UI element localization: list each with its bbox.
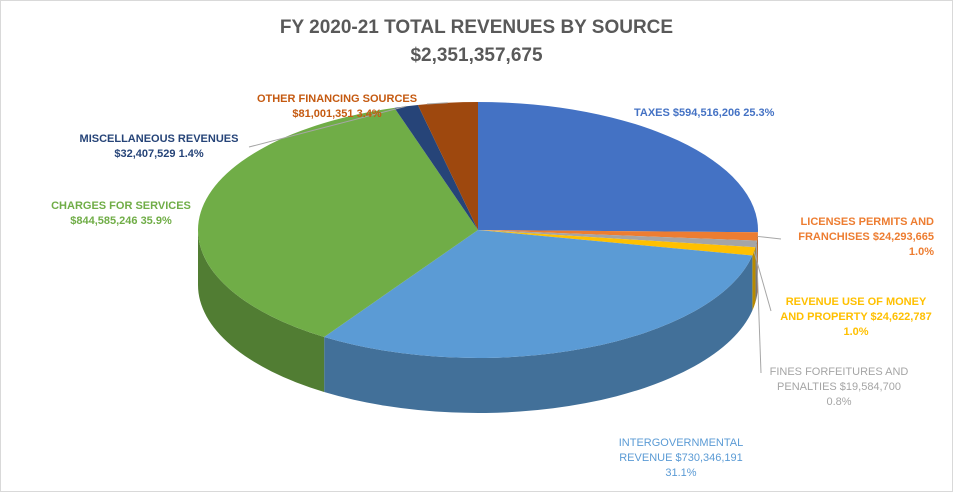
pie-slice-licenses-permits-and-franchises	[478, 230, 758, 241]
label-other-financing: OTHER FINANCING SOURCES $81,001,351 3.4%	[256, 93, 418, 120]
pie-slice-charges-for-services	[197, 107, 479, 337]
leader-line-revenue-use-of-money-and-property	[753, 251, 772, 312]
label-licenses-permits: LICENSES PERMITS AND FRANCHISES $24,293,…	[798, 216, 934, 258]
label-revenue-use-money: REVENUE USE OF MONEY AND PROPERTY $24,62…	[780, 296, 932, 338]
pie-side-revenue-use-of-money-and-property	[752, 247, 756, 311]
pie-slice-taxes	[478, 102, 759, 233]
pie-side-charges-for-services	[198, 230, 325, 392]
label-intergovernmental: INTERGOVERNMENTAL REVENUE $730,346,191 3…	[618, 437, 744, 479]
label-charges-for-services: CHARGES FOR SERVICES $844,585,246 35.9%	[51, 200, 191, 227]
chart-subtitle: $2,351,357,675	[410, 45, 543, 66]
pie-side-intergovernmental-revenue	[324, 255, 753, 414]
leader-line-other-financing-sources	[426, 102, 448, 105]
label-fines-forfeitures: FINES FORFEITURES AND PENALTIES $19,584,…	[769, 366, 909, 408]
chart-title: FY 2020-21 TOTAL REVENUES BY SOURCE	[279, 17, 674, 38]
label-taxes: TAXES $594,516,206 25.3%	[634, 107, 775, 119]
pie-slice-fines-forfeitures-and-penalties	[478, 230, 758, 248]
leader-line-fines-forfeitures-and-penalties	[755, 243, 762, 374]
pie-slice-miscellaneous-revenues	[394, 104, 478, 230]
pie-slice-intergovernmental-revenue	[324, 230, 753, 358]
leader-line-licenses-permits-and-franchises	[757, 235, 782, 240]
label-miscellaneous: MISCELLANEOUS REVENUES $32,407,529 1.4%	[79, 133, 239, 160]
pie-slice-other-financing-sources	[417, 102, 478, 230]
pie-slice-revenue-use-of-money-and-property	[478, 230, 756, 256]
leader-line-miscellaneous-revenues	[248, 105, 407, 148]
